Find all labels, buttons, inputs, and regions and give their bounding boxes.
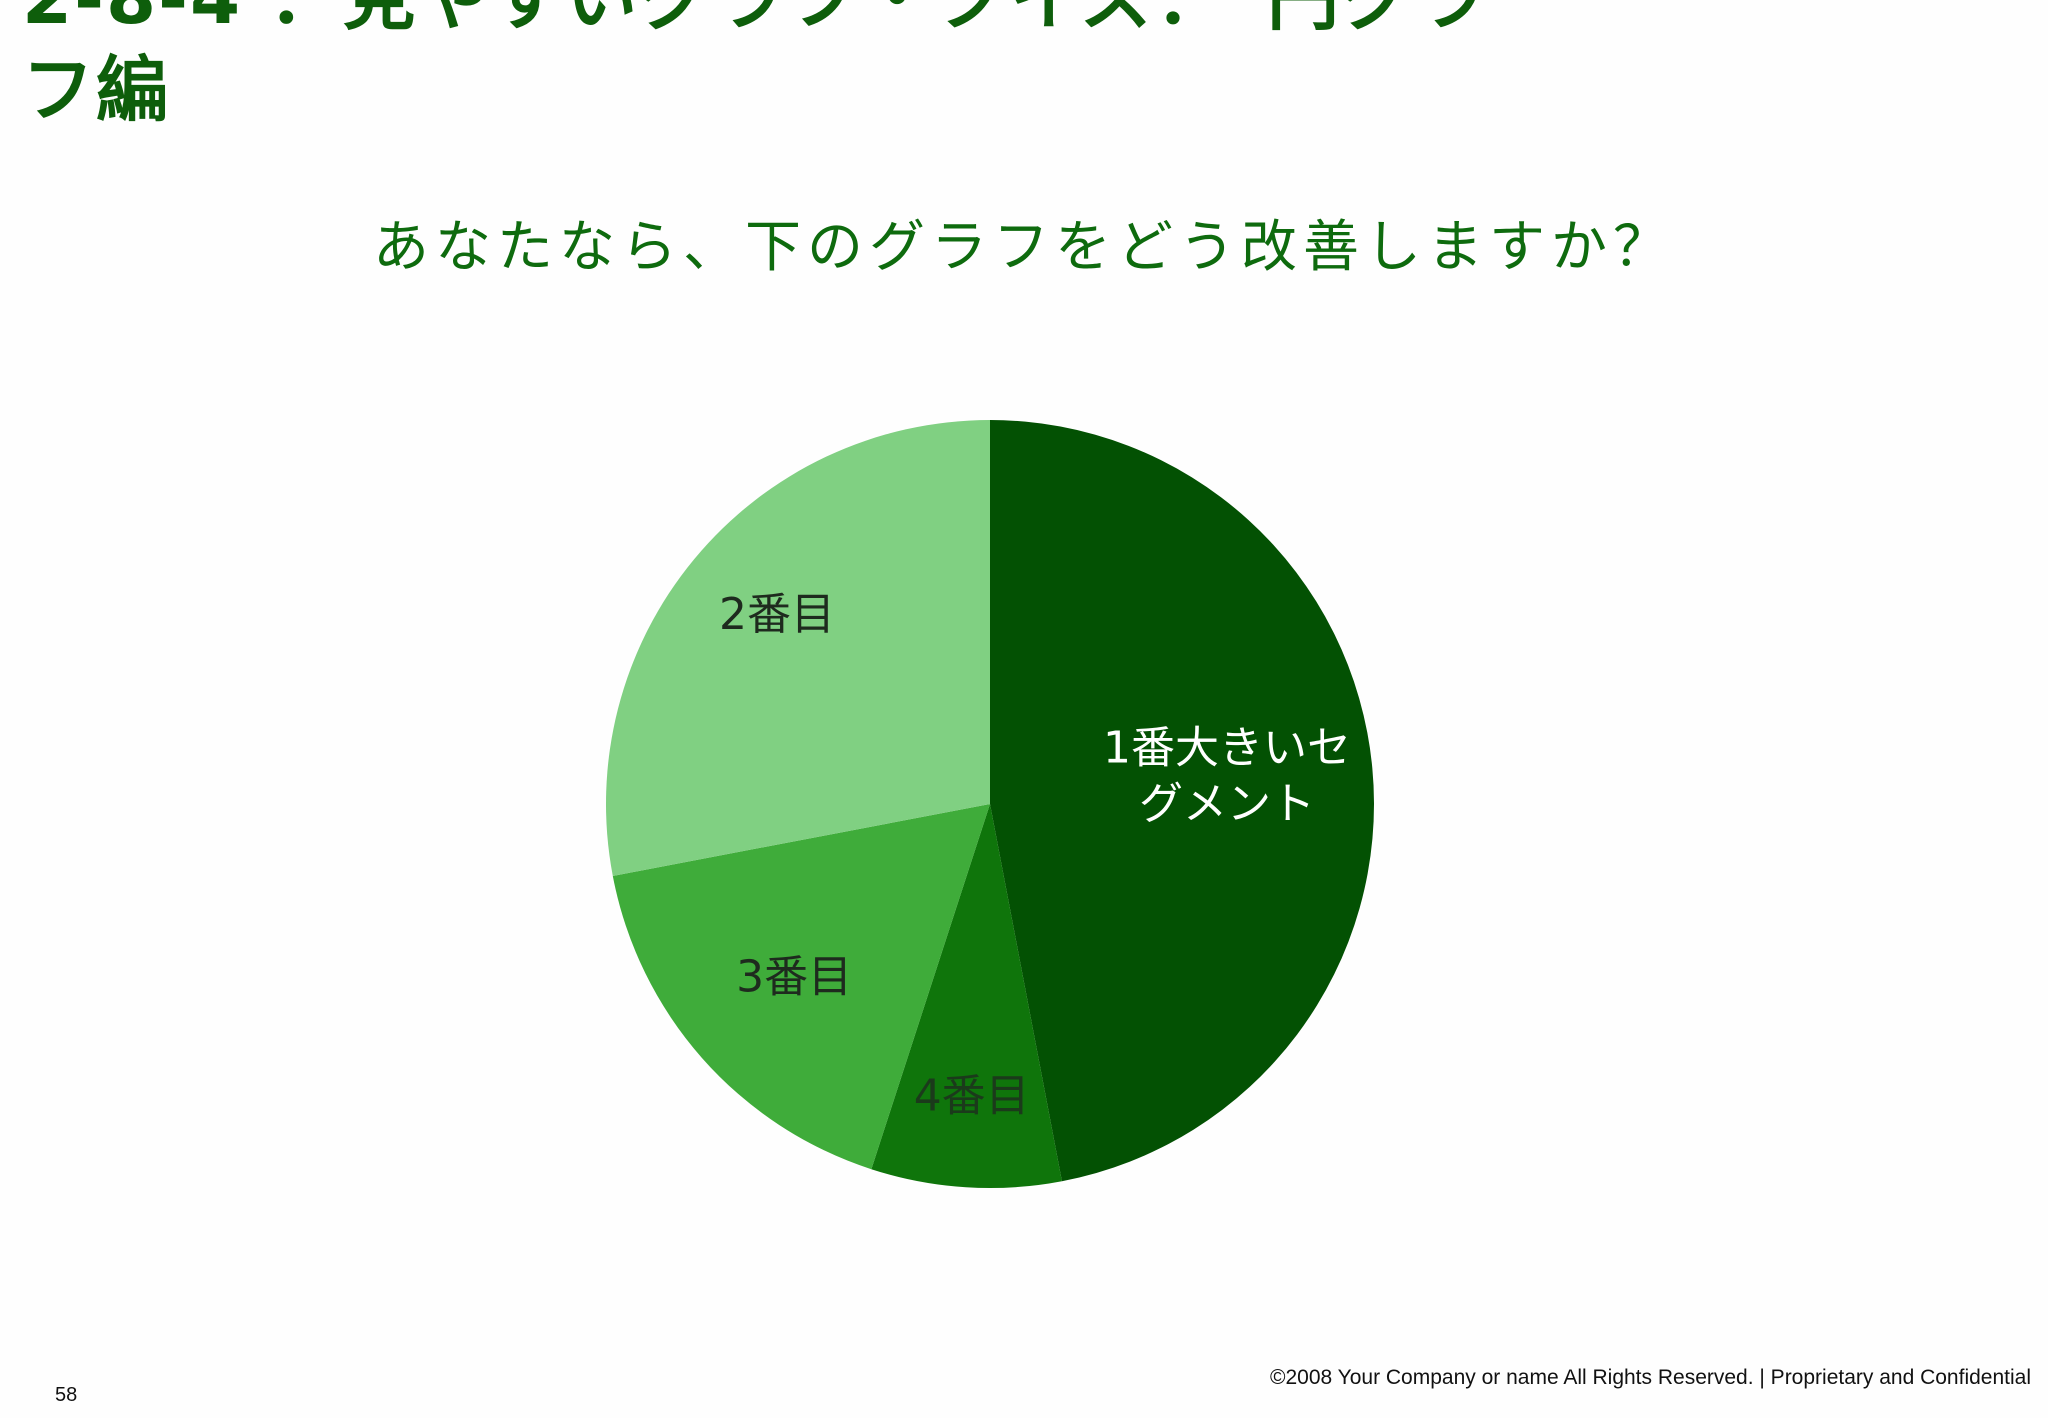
quiz-question: あなたなら、下のグラフをどう改善しますか？ [373, 215, 1675, 280]
slide-title-line-2: フ編 [22, 48, 171, 132]
pie-slice-label-line: 3番目 [736, 952, 852, 1003]
pie-labels: 1番大きいセグメント 4番目 3番目 2番目 [719, 589, 1351, 1122]
footer-copyright: ©2008 Your Company or name All Rights Re… [1269, 1366, 2031, 1389]
pie-slice-label-3: 3番目 [736, 952, 852, 1003]
pie-slice-label-1: 1番大きいセグメント [1103, 723, 1351, 830]
pie-slice-label-2: 4番目 [914, 1070, 1030, 1121]
slide-title: 2-8-4 ．見やすいグラフ・クイズ： 円グラ フ編 [22, 0, 1622, 136]
pie-slices [605, 420, 1375, 1189]
pie-slice-label-line: 1番大きいセ [1103, 723, 1351, 774]
pie-slice-label-4: 2番目 [719, 589, 835, 640]
pie-slice-2 [871, 804, 1062, 1189]
pie-slice-4 [605, 420, 990, 876]
slide-title-line-1: 2-8-4 ．見やすいグラフ・クイズ： 円グラ [22, 0, 1622, 44]
pie-slice-1 [990, 420, 1375, 1182]
page-number: 58 [55, 1384, 78, 1406]
pie-slice-label-line: 2番目 [719, 589, 835, 640]
pie-slice-label-line: グメント [1139, 779, 1315, 830]
pie-slice-3 [612, 804, 990, 1170]
pie-slice-label-line: 4番目 [914, 1070, 1030, 1121]
